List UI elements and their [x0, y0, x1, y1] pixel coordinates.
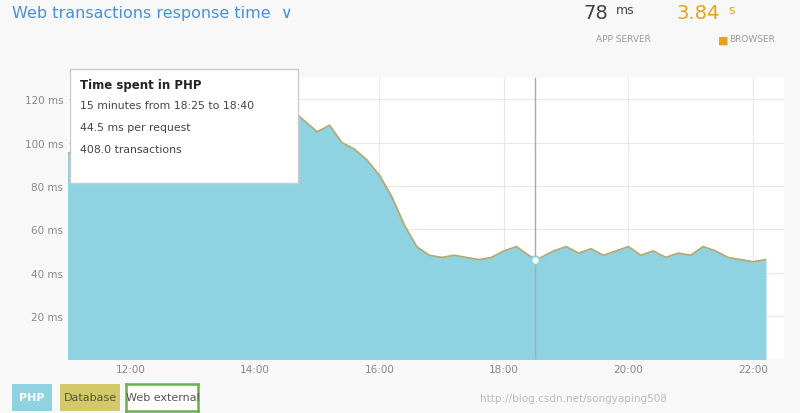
Text: PHP: PHP: [19, 392, 45, 403]
Text: 44.5 ms per request: 44.5 ms per request: [80, 123, 190, 133]
Text: http://blog.csdn.net/songyaping508: http://blog.csdn.net/songyaping508: [480, 393, 667, 403]
Text: APP SERVER: APP SERVER: [596, 35, 651, 44]
Text: Database: Database: [63, 392, 117, 403]
Text: 15 minutes from 18:25 to 18:40: 15 minutes from 18:25 to 18:40: [80, 101, 254, 111]
Text: s: s: [728, 4, 734, 17]
Text: 78: 78: [583, 4, 608, 23]
Text: 408.0 transactions: 408.0 transactions: [80, 145, 182, 155]
Text: Web external: Web external: [126, 392, 199, 403]
Text: Time spent in PHP: Time spent in PHP: [80, 79, 202, 92]
Text: ms: ms: [616, 4, 634, 17]
Text: ■: ■: [718, 35, 729, 45]
Text: Web transactions response time  ∨: Web transactions response time ∨: [12, 6, 293, 21]
Text: BROWSER: BROWSER: [730, 35, 775, 44]
Text: 3.84: 3.84: [677, 4, 720, 23]
